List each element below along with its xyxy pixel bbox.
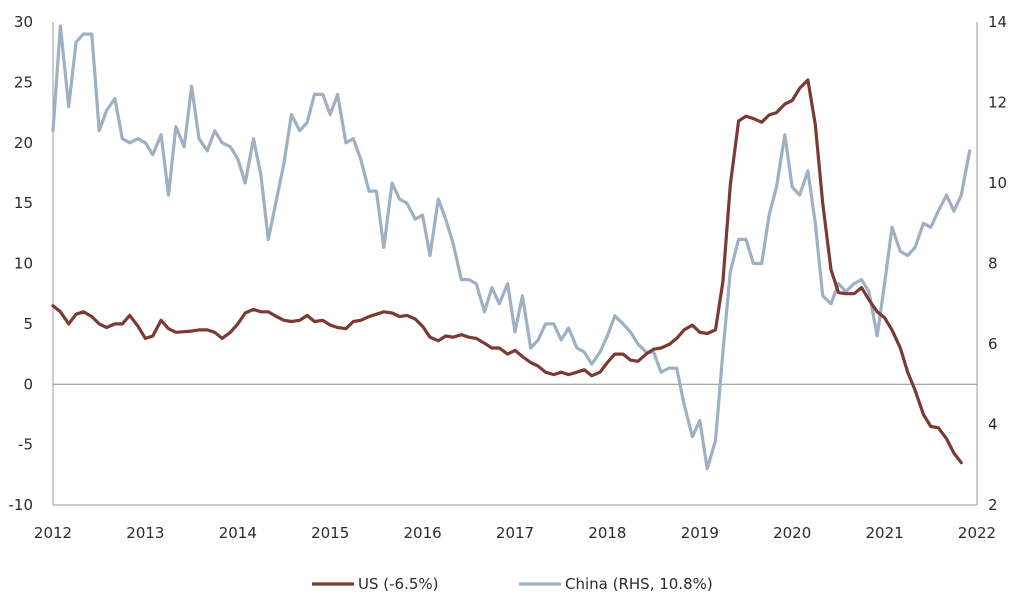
x-tick-label: 2018 [588, 524, 626, 542]
left-y-tick-label: -10 [9, 496, 34, 514]
right-y-tick-label: 10 [988, 174, 1007, 192]
x-tick-label: 2022 [958, 524, 996, 542]
left-y-tick-labels: -10 -5 0 5 10 15 20 25 30 [9, 13, 34, 514]
right-y-tick-label: 4 [988, 416, 998, 434]
x-tick-label: 2021 [866, 524, 904, 542]
right-y-tick-label: 14 [988, 13, 1007, 31]
legend: US (-6.5%) China (RHS, 10.8%) [312, 575, 713, 593]
left-y-tick-label: 0 [23, 375, 33, 393]
axes [52, 22, 978, 506]
legend-label: China (RHS, 10.8%) [565, 575, 713, 593]
right-y-tick-label: 12 [988, 94, 1007, 112]
x-tick-label: 2013 [126, 524, 164, 542]
x-tick-label: 2017 [496, 524, 534, 542]
series-line-0 [51, 78, 963, 465]
left-y-tick-label: 25 [14, 73, 33, 91]
series-line-1 [51, 24, 972, 471]
x-tick-label: 2015 [311, 524, 349, 542]
right-y-tick-label: 8 [988, 255, 998, 273]
legend-label: US (-6.5%) [358, 575, 439, 593]
x-tick-label: 2020 [773, 524, 811, 542]
right-y-tick-labels: 2 4 6 8 10 12 14 [988, 13, 1007, 514]
x-tick-labels: 2012 2013 2014 2015 2016 2017 2018 2019 2020 2021… [34, 524, 996, 542]
x-tick-label: 2019 [681, 524, 719, 542]
x-tick-label: 2012 [34, 524, 72, 542]
left-y-tick-label: 15 [14, 194, 33, 212]
series-lines [51, 24, 972, 471]
right-y-tick-label: 6 [988, 335, 998, 353]
x-tick-label: 2016 [404, 524, 442, 542]
left-y-tick-label: 5 [23, 315, 33, 333]
left-y-tick-label: 20 [14, 134, 33, 152]
left-y-tick-label: -5 [18, 436, 33, 454]
x-tick-label: 2014 [219, 524, 257, 542]
left-y-tick-label: 10 [14, 255, 33, 273]
right-y-tick-label: 2 [988, 496, 998, 514]
left-y-tick-label: 30 [14, 13, 33, 31]
